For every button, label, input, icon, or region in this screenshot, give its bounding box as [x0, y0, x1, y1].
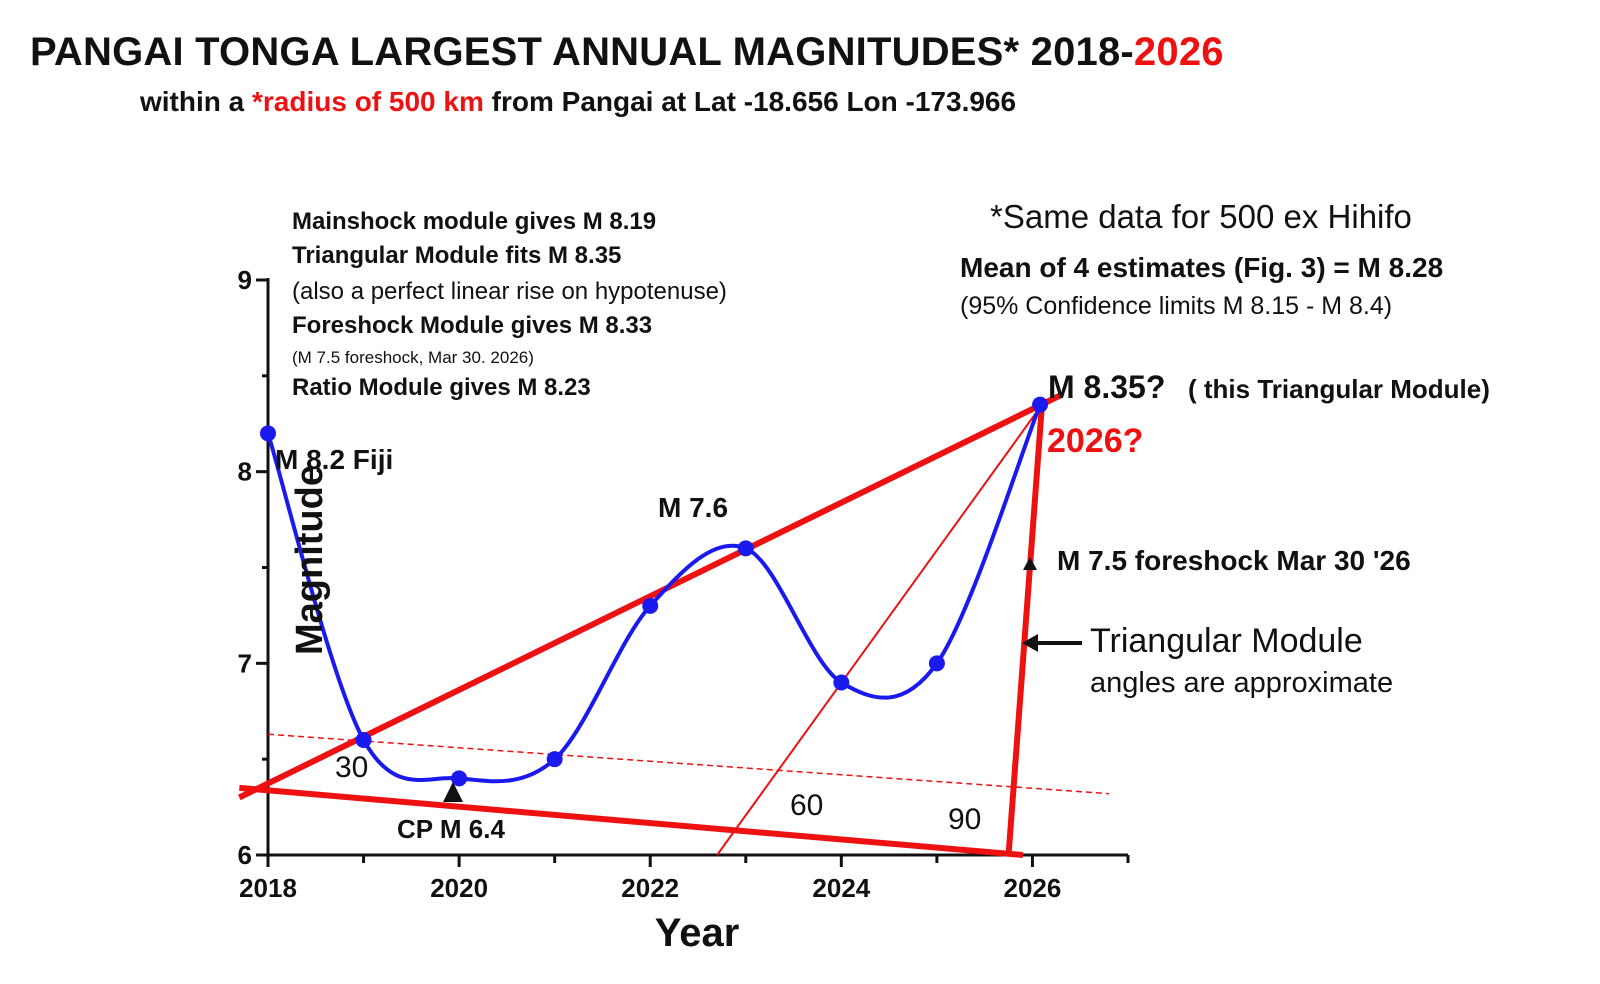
x-tick-label: 2026 — [1004, 873, 1062, 903]
triangle-vertical — [1005, 404, 1045, 856]
note-triangular: Triangular Module fits M 8.35 — [292, 242, 622, 269]
label-cp: CP M 6.4 — [397, 814, 505, 844]
angle-line — [716, 403, 1043, 856]
subtitle-post: from Pangai at Lat -18.656 Lon -173.966 — [483, 86, 1017, 117]
data-point — [833, 674, 850, 691]
x-axis-label: Year — [655, 911, 740, 955]
note-linear-rise: (also a perfect linear rise on hypotenus… — [292, 278, 727, 305]
x-tick-label: 2022 — [621, 873, 679, 903]
label-2026q: 2026? — [1047, 422, 1143, 460]
y-tick-label: 6 — [238, 840, 252, 870]
note-foreshock-module: Foreshock Module gives M 8.33 — [292, 312, 653, 339]
label-m835-suffix: ( this Triangular Module) — [1188, 374, 1490, 404]
note-mainshock: Mainshock module gives M 8.19 — [292, 208, 657, 235]
title-main: PANGAI TONGA LARGEST ANNUAL MAGNITUDES* … — [30, 30, 1134, 74]
label-tri-module: Triangular Module — [1090, 622, 1363, 660]
subtitle-pre: within a — [140, 86, 252, 117]
note-mean: Mean of 4 estimates (Fig. 3) = M 8.28 — [960, 252, 1444, 283]
label-fiji: M 8.2 Fiji — [275, 444, 393, 475]
label-angle-90: 90 — [948, 803, 981, 836]
triangle-hypotenuse — [238, 392, 1063, 801]
subtitle-highlight: *radius of 500 km — [252, 86, 484, 117]
series-layer — [260, 396, 1049, 787]
note-confidence: (95% Confidence limits M 8.15 - M 8.4) — [960, 292, 1393, 320]
y-axis-label: Magnitude — [289, 465, 331, 655]
triangle-base — [239, 784, 1024, 858]
data-point — [928, 655, 945, 672]
triangle-module — [238, 392, 1109, 858]
data-point — [546, 751, 563, 768]
data-point — [1032, 396, 1049, 413]
dashed-line — [267, 733, 1109, 795]
x-tick-label: 2018 — [239, 873, 297, 903]
chart-title: PANGAI TONGA LARGEST ANNUAL MAGNITUDES* … — [30, 30, 1224, 75]
data-point — [642, 597, 659, 614]
data-point — [737, 540, 754, 557]
cp-marker — [443, 782, 463, 802]
label-angle-60: 60 — [790, 789, 823, 822]
note-same-data: *Same data for 500 ex Hihifo — [990, 198, 1412, 235]
label-angles: angles are approximate — [1090, 667, 1393, 699]
data-point — [260, 425, 276, 442]
label-m76: M 7.6 — [658, 492, 728, 523]
note-foreshock-date: (M 7.5 foreshock, Mar 30. 2026) — [292, 348, 534, 367]
y-tick-label: 8 — [238, 457, 252, 487]
label-foreshock: M 7.5 foreshock Mar 30 '26 — [1057, 545, 1411, 576]
y-tick-label: 7 — [238, 648, 252, 678]
foreshock-marker — [1023, 557, 1037, 570]
x-tick-label: 2024 — [812, 873, 870, 903]
x-tick-label: 2020 — [430, 873, 488, 903]
title-highlight: 2026 — [1133, 30, 1224, 74]
data-point — [355, 732, 372, 748]
axes: 6 7 8 9 2018 2020 2022 2024 2026 — [238, 265, 1130, 903]
arrow-head — [1022, 634, 1038, 652]
label-m835: M 8.35? — [1048, 369, 1165, 405]
label-angle-30: 30 — [335, 751, 368, 784]
data-point — [451, 770, 468, 787]
chart-subtitle: within a *radius of 500 km from Pangai a… — [140, 86, 1016, 118]
y-tick-label: 9 — [238, 265, 252, 295]
note-ratio: Ratio Module gives M 8.23 — [292, 374, 591, 401]
